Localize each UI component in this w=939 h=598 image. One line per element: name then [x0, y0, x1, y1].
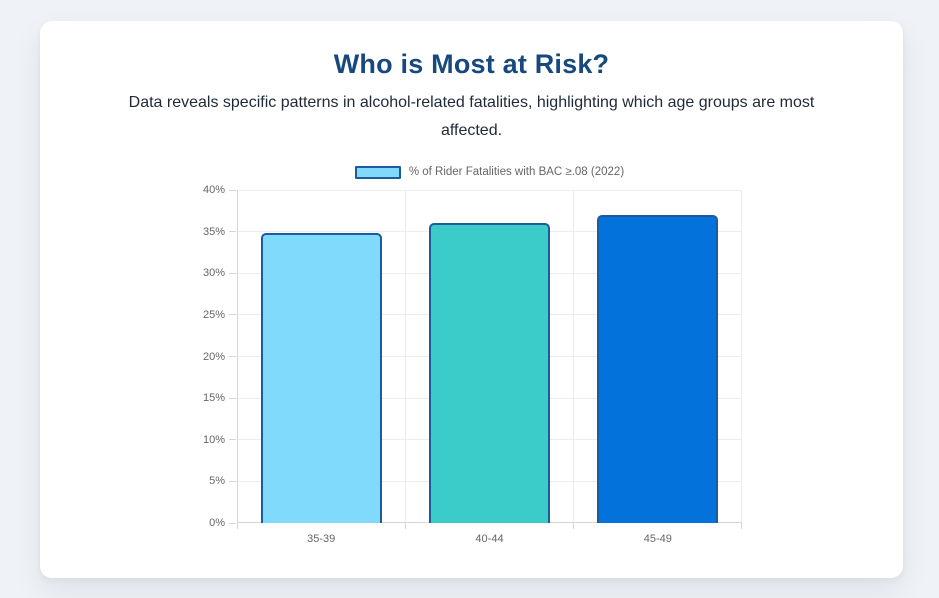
y-axis-line: [237, 190, 238, 523]
x-tick-mark: [404, 523, 406, 529]
y-tick-label: 0%: [209, 517, 225, 529]
bar-45-49[interactable]: [597, 214, 719, 523]
x-tick-label: 35-39: [307, 533, 336, 545]
y-tick-label: 15%: [202, 392, 225, 405]
y-tick-mark: [229, 522, 236, 524]
legend-label: % of Rider Fatalities with BAC ≥.08 (202…: [408, 166, 625, 178]
y-tick-mark: [229, 480, 236, 482]
x-tick-label: 45-49: [643, 533, 672, 545]
x-tick-label: 40-44: [475, 533, 504, 545]
x-tick-mark: [236, 523, 238, 529]
y-tick-label: 10%: [202, 433, 225, 446]
y-tick-mark: [229, 314, 236, 316]
y-tick-mark: [229, 356, 236, 357]
page-subtitle: Data reveals specific patterns in alcoho…: [128, 94, 815, 139]
bar-35-39[interactable]: [260, 233, 382, 523]
x-tick-mark: [740, 523, 742, 529]
x-gridline: [740, 190, 742, 523]
y-tick-mark: [229, 189, 236, 191]
y-tick-label: 35%: [202, 225, 225, 238]
bar-40-44[interactable]: [429, 223, 550, 523]
x-gridline: [404, 190, 406, 523]
y-gridline: [237, 189, 742, 191]
y-tick-mark: [229, 397, 236, 399]
page-title: Who is Most at Risk?: [333, 49, 610, 79]
y-tick-mark: [229, 272, 236, 274]
plot-area: 0% 5% 10% 15% 20% 25% 30% 35% 40% 35-39 40-44 45-49: [203, 184, 742, 545]
chart-card: Who is Most at Risk? Data reveals specif…: [40, 21, 903, 578]
legend-swatch-icon: [354, 165, 401, 179]
y-tick-mark: [229, 231, 236, 233]
y-tick-label: 30%: [202, 267, 225, 280]
chart-legend[interactable]: % of Rider Fatalities with BAC ≥.08 (202…: [237, 164, 742, 180]
bar-chart: % of Rider Fatalities with BAC ≥.08 (202…: [40, 21, 903, 578]
x-tick-mark: [573, 523, 575, 529]
y-tick-label: 25%: [202, 308, 225, 321]
x-gridline: [573, 190, 575, 523]
y-tick-label: 40%: [202, 184, 225, 196]
y-tick-label: 20%: [202, 350, 225, 363]
y-tick-label: 5%: [209, 475, 225, 488]
y-tick-mark: [229, 439, 236, 441]
